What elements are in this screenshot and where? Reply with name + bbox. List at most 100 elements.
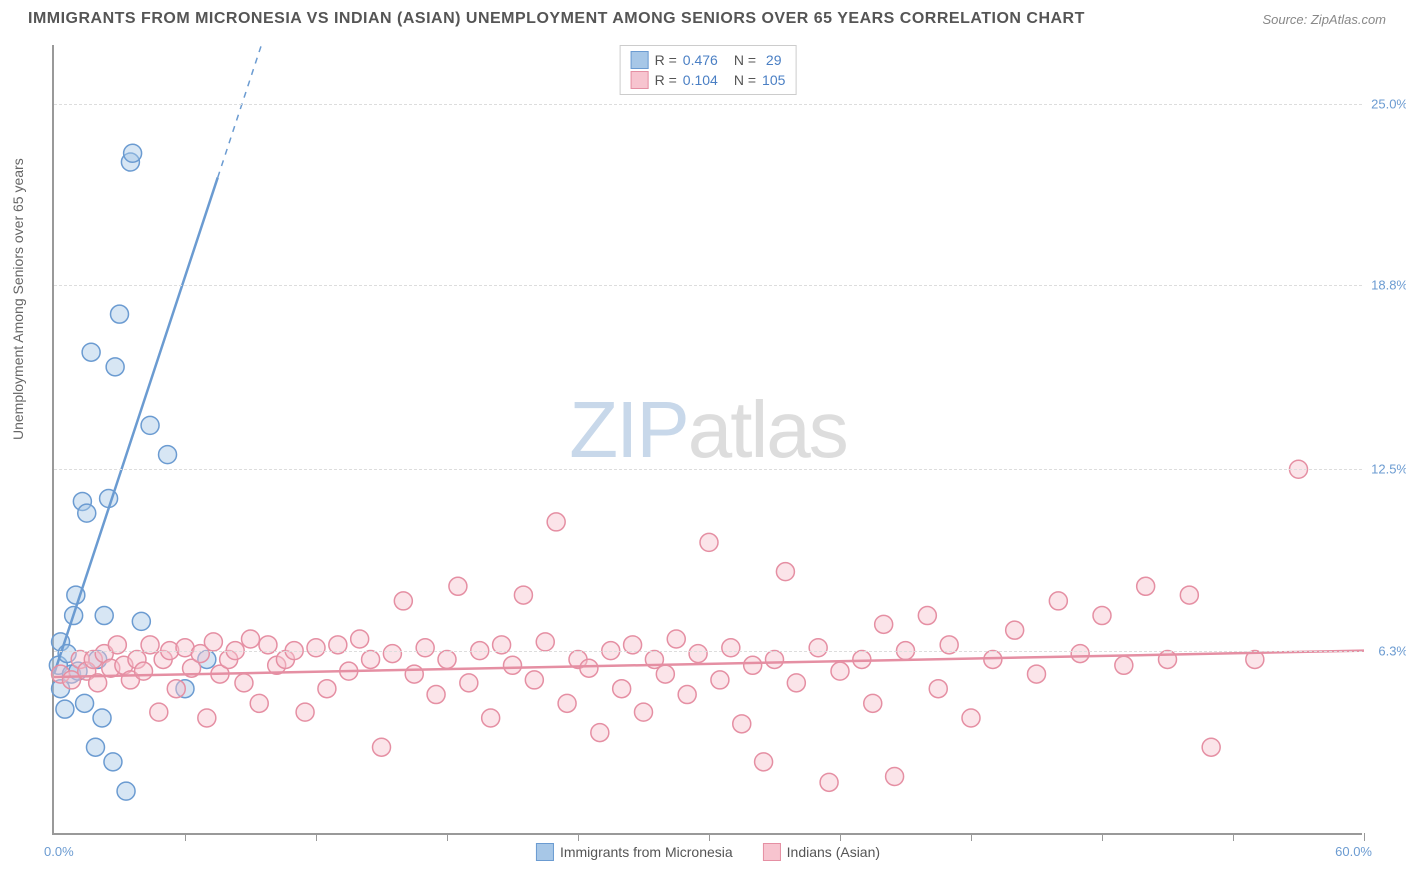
scatter-point — [78, 504, 96, 522]
scatter-point — [656, 665, 674, 683]
scatter-point — [766, 650, 784, 668]
legend-stat-row: R = 0.476 N = 29 — [631, 50, 786, 70]
scatter-point — [86, 738, 104, 756]
scatter-point — [351, 630, 369, 648]
scatter-point — [809, 639, 827, 657]
scatter-point — [159, 446, 177, 464]
stat-r-label: R = — [655, 52, 677, 68]
scatter-point — [318, 680, 336, 698]
x-tick — [709, 833, 710, 841]
scatter-point — [82, 343, 100, 361]
stat-n-label: N = — [734, 52, 756, 68]
scatter-point — [449, 577, 467, 595]
stat-r-value: 0.476 — [683, 52, 718, 68]
scatter-point — [504, 656, 522, 674]
plot-area: ZIPatlas R = 0.476 N = 29 R = 0.104 N = … — [52, 45, 1362, 835]
scatter-point — [864, 694, 882, 712]
scatter-point — [875, 615, 893, 633]
scatter-point — [427, 686, 445, 704]
scatter-point — [1180, 586, 1198, 604]
legend-stats: R = 0.476 N = 29 R = 0.104 N = 105 — [620, 45, 797, 95]
scatter-point — [132, 612, 150, 630]
scatter-point — [886, 767, 904, 785]
x-min-label: 0.0% — [44, 844, 74, 859]
scatter-point — [667, 630, 685, 648]
chart-title: IMMIGRANTS FROM MICRONESIA VS INDIAN (AS… — [28, 10, 1085, 28]
y-tick-label: 6.3% — [1378, 643, 1406, 658]
plot-svg — [54, 45, 1362, 833]
scatter-point — [405, 665, 423, 683]
scatter-point — [383, 645, 401, 663]
y-tick-label: 12.5% — [1371, 462, 1406, 477]
scatter-point — [820, 773, 838, 791]
scatter-point — [296, 703, 314, 721]
scatter-point — [250, 694, 268, 712]
scatter-point — [362, 650, 380, 668]
scatter-point — [831, 662, 849, 680]
source-attribution: Source: ZipAtlas.com — [1262, 12, 1386, 27]
scatter-point — [776, 563, 794, 581]
x-tick — [1102, 833, 1103, 841]
scatter-point — [104, 753, 122, 771]
scatter-point — [93, 709, 111, 727]
x-max-label: 60.0% — [1335, 844, 1372, 859]
legend-swatch — [763, 843, 781, 861]
legend-series-item: Indians (Asian) — [763, 843, 880, 861]
x-tick — [1233, 833, 1234, 841]
legend-stat-row: R = 0.104 N = 105 — [631, 70, 786, 90]
scatter-point — [580, 659, 598, 677]
scatter-point — [1159, 650, 1177, 668]
scatter-point — [124, 144, 142, 162]
scatter-point — [918, 607, 936, 625]
scatter-point — [787, 674, 805, 692]
scatter-point — [711, 671, 729, 689]
scatter-point — [613, 680, 631, 698]
stat-n-label: N = — [734, 72, 756, 88]
x-tick — [447, 833, 448, 841]
scatter-point — [1006, 621, 1024, 639]
scatter-point — [689, 645, 707, 663]
scatter-point — [167, 680, 185, 698]
gridline — [54, 651, 1362, 652]
scatter-point — [235, 674, 253, 692]
scatter-point — [95, 607, 113, 625]
scatter-point — [755, 753, 773, 771]
scatter-point — [204, 633, 222, 651]
scatter-point — [547, 513, 565, 531]
scatter-point — [1049, 592, 1067, 610]
x-tick — [1364, 833, 1365, 841]
legend-swatch — [631, 71, 649, 89]
scatter-point — [117, 782, 135, 800]
scatter-point — [591, 724, 609, 742]
x-tick — [316, 833, 317, 841]
x-tick — [578, 833, 579, 841]
scatter-point — [700, 533, 718, 551]
stat-r-label: R = — [655, 72, 677, 88]
scatter-point — [416, 639, 434, 657]
gridline — [54, 285, 1362, 286]
trend-line-dashed — [218, 45, 262, 177]
legend-swatch — [536, 843, 554, 861]
scatter-point — [1202, 738, 1220, 756]
scatter-point — [1137, 577, 1155, 595]
scatter-point — [56, 700, 74, 718]
scatter-point — [141, 416, 159, 434]
scatter-point — [1093, 607, 1111, 625]
scatter-point — [307, 639, 325, 657]
legend-series-item: Immigrants from Micronesia — [536, 843, 733, 861]
scatter-point — [394, 592, 412, 610]
scatter-point — [76, 694, 94, 712]
stat-n-value: 29 — [762, 52, 781, 68]
gridline — [54, 104, 1362, 105]
scatter-point — [635, 703, 653, 721]
scatter-point — [242, 630, 260, 648]
scatter-point — [536, 633, 554, 651]
scatter-point — [929, 680, 947, 698]
scatter-point — [733, 715, 751, 733]
scatter-point — [744, 656, 762, 674]
legend-series-label: Indians (Asian) — [787, 844, 880, 860]
stat-r-value: 0.104 — [683, 72, 718, 88]
scatter-point — [135, 662, 153, 680]
scatter-point — [678, 686, 696, 704]
scatter-point — [111, 305, 129, 323]
